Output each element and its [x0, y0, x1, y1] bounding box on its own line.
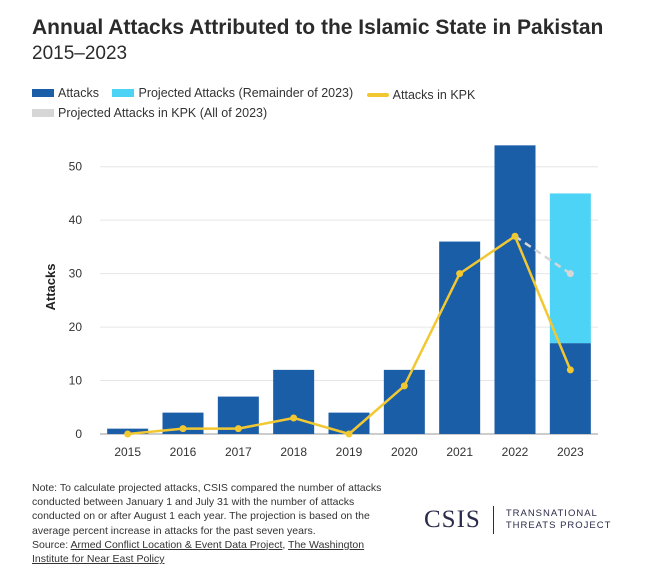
- point-kpk-projected-2023: [566, 270, 574, 278]
- bar-attacks-2018: [273, 369, 315, 434]
- x-tick-label: 2021: [446, 445, 473, 459]
- point-kpk-2016: [179, 425, 187, 433]
- footnote: Note: To calculate projected attacks, CS…: [32, 481, 392, 566]
- axes: 0 10 20 30 40 50 2015 2016 2017 2018 2019 2020 2021 2…: [69, 160, 584, 459]
- legend-label-projected: Projected Attacks (Remainder of 2023): [138, 86, 354, 100]
- y-tick-label: 30: [69, 267, 83, 281]
- source-separator: ,: [282, 538, 289, 551]
- point-kpk-2021: [456, 270, 464, 278]
- chart-subtitle: 2015–2023: [32, 43, 128, 64]
- y-axis-label: Attacks: [43, 264, 58, 311]
- y-tick-label: 0: [75, 427, 82, 441]
- point-kpk-2019: [345, 430, 353, 438]
- y-tick-label: 50: [69, 160, 83, 174]
- bar-attacks-2020: [383, 369, 425, 434]
- x-tick-label: 2022: [502, 445, 529, 459]
- bar-attacks-2019: [328, 412, 370, 434]
- chart-svg: 0 10 20 30 40 50 2015 2016 2017 2018 2019 2020 2021 2…: [43, 145, 598, 459]
- legend-swatch-attacks: [32, 89, 54, 97]
- bars: [107, 145, 591, 434]
- point-kpk-2022: [511, 232, 519, 240]
- x-tick-label: 2018: [280, 445, 307, 459]
- x-tick-label: 2020: [391, 445, 418, 459]
- point-kpk-2018: [290, 414, 298, 422]
- point-kpk-2023: [566, 366, 574, 374]
- x-tick-label: 2019: [336, 445, 363, 459]
- legend-label-attacks: Attacks: [58, 86, 99, 100]
- chart-title: Annual Attacks Attributed to the Islamic…: [32, 16, 604, 39]
- source-link-acled[interactable]: Armed Conflict Location & Event Data Pro…: [70, 538, 283, 551]
- x-tick-label: 2016: [170, 445, 197, 459]
- point-kpk-2020: [400, 382, 408, 390]
- legend-item-kpk-projected: Projected Attacks in KPK (All of 2023): [32, 104, 267, 122]
- bar-projected-2023: [549, 193, 591, 344]
- logo-line2: THREATS PROJECT: [505, 520, 612, 531]
- legend-item-kpk: Attacks in KPK: [366, 86, 476, 104]
- logo-line1: TRANSNATIONAL: [505, 508, 598, 519]
- source-link-washington-institute[interactable]: The Washington Institute for Near East P…: [32, 538, 365, 566]
- legend-label-kpk: Attacks in KPK: [392, 88, 476, 102]
- bar-attacks-2022: [494, 145, 536, 434]
- x-tick-label: 2017: [225, 445, 252, 459]
- logo-divider: [492, 506, 494, 534]
- legend: Attacks Projected Attacks (Remainder of …: [32, 84, 632, 122]
- logo-csis-text: CSIS: [424, 506, 481, 533]
- point-kpk-2017: [234, 425, 242, 433]
- legend-swatch-projected: [112, 89, 135, 97]
- legend-swatch-kpk-projected: [32, 109, 54, 117]
- lines: [124, 232, 574, 438]
- csis-logo: CSIS TRANSNATIONAL THREATS PROJECT: [424, 506, 611, 534]
- legend-swatch-kpk: [366, 93, 389, 97]
- y-tick-label: 10: [69, 374, 83, 388]
- point-kpk-2015: [124, 430, 132, 438]
- x-tick-label: 2023: [557, 445, 584, 459]
- legend-item-attacks: Attacks: [32, 84, 99, 102]
- note-text: Note: To calculate projected attacks, CS…: [32, 482, 382, 537]
- y-tick-label: 20: [69, 320, 83, 334]
- legend-label-kpk-projected: Projected Attacks in KPK (All of 2023): [58, 106, 268, 120]
- y-tick-label: 40: [69, 213, 83, 227]
- legend-item-projected: Projected Attacks (Remainder of 2023): [112, 84, 353, 102]
- logo-subtitle: TRANSNATIONAL THREATS PROJECT: [506, 508, 612, 532]
- source-prefix: Source:: [32, 538, 71, 551]
- bar-attacks-2023: [549, 343, 591, 434]
- x-tick-label: 2015: [114, 445, 141, 459]
